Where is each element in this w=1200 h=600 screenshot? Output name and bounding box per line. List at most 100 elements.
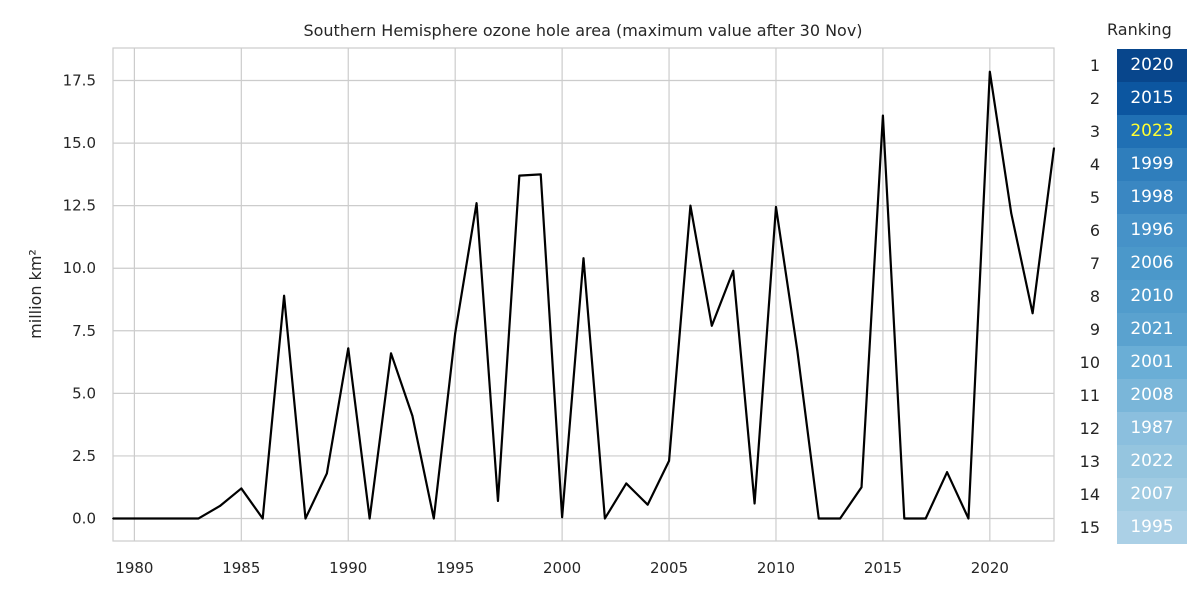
x-tick-label: 2000 bbox=[543, 559, 581, 577]
ranking-year-cell: 2022 bbox=[1117, 445, 1187, 478]
ranking-year-cell: 2001 bbox=[1117, 346, 1187, 379]
data-point bbox=[646, 503, 649, 506]
data-point bbox=[304, 517, 307, 520]
data-point bbox=[882, 114, 884, 117]
data-point bbox=[347, 347, 350, 350]
data-point bbox=[732, 269, 735, 272]
data-point bbox=[325, 472, 328, 475]
ranking-position: 5 bbox=[1089, 188, 1100, 207]
data-point bbox=[860, 486, 863, 489]
ranking-position: 6 bbox=[1089, 221, 1100, 240]
data-point bbox=[283, 294, 285, 297]
y-tick-label: 2.5 bbox=[72, 447, 96, 465]
data-point bbox=[1031, 312, 1034, 315]
data-point bbox=[796, 349, 799, 352]
ranking-year-cell: 1996 bbox=[1117, 214, 1187, 247]
y-tick-label: 10.0 bbox=[63, 259, 96, 277]
ranking-position: 2 bbox=[1089, 89, 1100, 108]
data-point bbox=[753, 502, 756, 505]
x-tick-labels: 1980 1985 1990 1995 2000 2005 2010 2015 2020 bbox=[115, 559, 1009, 577]
data-point bbox=[390, 352, 392, 355]
y-tick-label: 17.5 bbox=[63, 72, 96, 90]
data-point bbox=[454, 332, 457, 335]
data-point bbox=[219, 505, 221, 507]
series-line-ozone-area bbox=[113, 70, 1056, 520]
data-point bbox=[497, 500, 499, 502]
x-tick-label: 1985 bbox=[222, 559, 260, 577]
data-point bbox=[368, 517, 371, 520]
ranking-year-cell: 2006 bbox=[1117, 247, 1187, 280]
data-point bbox=[154, 517, 157, 520]
data-point bbox=[924, 517, 927, 520]
data-point bbox=[668, 460, 670, 462]
series-points bbox=[112, 70, 1055, 520]
data-point bbox=[240, 487, 243, 490]
y-tick-label: 12.5 bbox=[63, 197, 96, 215]
ranking-year-cell: 2007 bbox=[1117, 478, 1187, 511]
ranking-title: Ranking bbox=[1107, 20, 1172, 39]
ranking-position: 13 bbox=[1079, 452, 1100, 471]
y-tick-label: 15.0 bbox=[63, 134, 96, 152]
x-tick-label: 1995 bbox=[436, 559, 474, 577]
data-point bbox=[197, 517, 200, 520]
data-point bbox=[689, 204, 692, 207]
ranking-year-cell: 1998 bbox=[1117, 181, 1187, 214]
ranking-year-cell: 2021 bbox=[1117, 313, 1187, 346]
ranking-position: 3 bbox=[1089, 122, 1100, 141]
ranking-position: 11 bbox=[1079, 386, 1100, 405]
data-point bbox=[903, 517, 906, 520]
y-tick-label: 7.5 bbox=[72, 322, 96, 340]
data-point bbox=[475, 202, 478, 205]
data-point bbox=[518, 174, 521, 177]
ranking-position: 8 bbox=[1089, 287, 1100, 306]
data-point bbox=[432, 517, 435, 520]
data-point bbox=[176, 517, 179, 520]
ranking-position: 4 bbox=[1089, 155, 1100, 174]
x-tick-label: 1980 bbox=[115, 559, 153, 577]
ranking-year-cell: 1987 bbox=[1117, 412, 1187, 445]
ranking-position: 9 bbox=[1089, 320, 1100, 339]
data-point bbox=[775, 206, 777, 208]
ranking-position: 7 bbox=[1089, 254, 1100, 273]
ranking-year-cell: 2008 bbox=[1117, 379, 1187, 412]
ranking-position: 1 bbox=[1089, 56, 1100, 75]
y-tick-label: 0.0 bbox=[72, 509, 96, 527]
ranking-position: 10 bbox=[1079, 353, 1100, 372]
ranking-year-cell: 2023 bbox=[1117, 115, 1187, 148]
chart-title: Southern Hemisphere ozone hole area (max… bbox=[303, 21, 862, 40]
ranking-position: 15 bbox=[1079, 518, 1100, 537]
data-point bbox=[582, 257, 585, 260]
data-point bbox=[603, 517, 606, 520]
x-tick-label: 2005 bbox=[650, 559, 688, 577]
ranking-position: 12 bbox=[1079, 419, 1100, 438]
ranking-year-cell: 1999 bbox=[1117, 148, 1187, 181]
data-point bbox=[988, 70, 991, 73]
data-point bbox=[133, 517, 136, 520]
ranking-position: 14 bbox=[1079, 485, 1100, 504]
ranking-year-cell: 2015 bbox=[1117, 82, 1187, 115]
data-point bbox=[411, 414, 414, 417]
x-tick-label: 2015 bbox=[864, 559, 902, 577]
data-point bbox=[946, 471, 948, 474]
data-point bbox=[625, 482, 628, 485]
ranking-year-cell: 2020 bbox=[1117, 49, 1187, 82]
y-tick-labels: 0.0 2.5 5.0 7.5 10.0 12.5 15.0 17.5 bbox=[63, 72, 96, 528]
plot-frame bbox=[112, 47, 1055, 542]
x-tick-label: 2010 bbox=[757, 559, 795, 577]
data-point bbox=[1010, 212, 1013, 215]
grid bbox=[113, 48, 1054, 541]
x-tick-label: 1990 bbox=[329, 559, 367, 577]
data-point bbox=[967, 517, 970, 520]
data-point bbox=[261, 517, 264, 520]
data-point bbox=[710, 324, 713, 327]
y-axis-label: million km² bbox=[26, 249, 45, 339]
data-point bbox=[112, 517, 114, 520]
data-point bbox=[817, 517, 820, 520]
x-tick-label: 2020 bbox=[971, 559, 1009, 577]
data-point bbox=[839, 517, 842, 520]
data-point bbox=[561, 516, 564, 519]
y-tick-label: 5.0 bbox=[72, 384, 96, 402]
data-point bbox=[1053, 147, 1055, 150]
ranking-year-cell: 1995 bbox=[1117, 511, 1187, 544]
